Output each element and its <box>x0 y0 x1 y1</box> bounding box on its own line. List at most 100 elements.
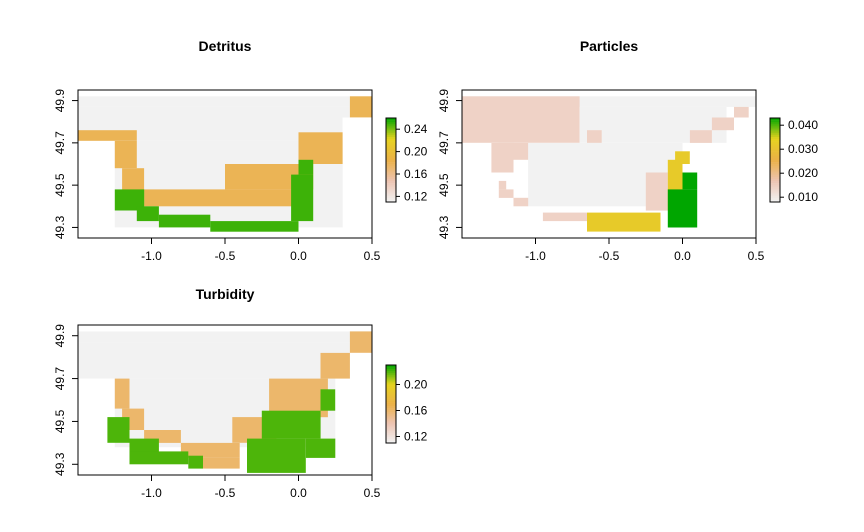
y-tick-label: 49.7 <box>53 131 67 155</box>
heatmap-cells <box>78 331 372 473</box>
heatmap-cell <box>114 140 137 169</box>
legend-swatch <box>386 197 396 201</box>
legend-swatch <box>770 193 780 196</box>
legend-swatch <box>386 425 396 428</box>
heatmap-cell <box>675 151 690 164</box>
legend-swatch <box>770 181 780 184</box>
legend-swatch <box>386 166 396 169</box>
legend-tick-label: 0.020 <box>788 166 818 180</box>
x-tick-label: -1.0 <box>141 249 162 263</box>
legend-tick-label: 0.16 <box>404 167 428 181</box>
heatmap-cell <box>114 189 145 211</box>
legend-swatch <box>386 128 396 131</box>
heatmap-cell <box>129 451 189 465</box>
legend-swatch <box>770 122 780 125</box>
x-tick-label: 0.5 <box>364 486 381 500</box>
legend-swatch <box>386 151 396 154</box>
legend-swatch <box>770 172 780 175</box>
heatmap-cell <box>513 197 529 207</box>
legend-swatch <box>386 411 396 415</box>
legend-tick-label: 0.24 <box>404 122 428 136</box>
legend-swatch <box>386 143 396 146</box>
x-tick-label: -0.5 <box>215 249 236 263</box>
legend-swatch <box>386 366 396 370</box>
legend-swatch <box>770 166 780 169</box>
x-tick-label: 0.0 <box>290 249 307 263</box>
heatmap-cell <box>305 438 336 458</box>
legend-tick-label: 0.040 <box>788 118 818 132</box>
heatmap-cell <box>462 96 756 107</box>
legend-swatch <box>770 124 780 127</box>
legend-swatch <box>386 386 396 389</box>
legend-swatch <box>770 134 780 138</box>
legend-swatch <box>770 174 780 178</box>
legend-swatch <box>386 124 396 127</box>
legend-swatch <box>386 199 396 203</box>
legend-tick-label: 0.030 <box>788 142 818 156</box>
legend-swatch <box>386 122 396 125</box>
legend-swatch <box>386 394 396 397</box>
legend-swatch <box>386 172 396 175</box>
legend-swatch <box>386 421 396 424</box>
legend-swatch <box>386 170 396 173</box>
legend-tick-label: 0.010 <box>788 190 818 204</box>
y-tick-label: 49.5 <box>53 173 67 197</box>
legend-swatch <box>386 441 396 444</box>
legend-swatch <box>770 168 780 171</box>
legend-swatch <box>386 136 396 140</box>
legend-swatch <box>386 405 396 409</box>
y-tick-label: 49.9 <box>53 324 67 348</box>
legend-swatch <box>386 183 396 186</box>
legend-swatch <box>770 128 780 131</box>
legend-swatch <box>386 139 396 142</box>
legend-swatch <box>386 178 396 182</box>
y-tick-label: 49.5 <box>437 173 451 197</box>
heatmap-cell <box>107 417 130 443</box>
heatmap-cell <box>158 214 211 228</box>
legend-swatch <box>386 187 396 190</box>
y-tick-label: 49.3 <box>53 215 67 239</box>
legend-swatch <box>386 141 396 144</box>
heatmap-cell <box>298 159 314 175</box>
heatmap-cell <box>78 130 137 141</box>
legend-swatch <box>386 134 396 138</box>
x-tick-label: 0.0 <box>290 486 307 500</box>
heatmap-cell <box>247 438 306 473</box>
heatmap-cell <box>349 96 372 118</box>
legend-swatch <box>386 390 396 393</box>
legend-swatch <box>386 404 396 407</box>
legend-swatch <box>386 380 396 383</box>
legend-swatch <box>386 181 396 184</box>
legend-swatch <box>386 419 396 422</box>
legend-swatch <box>770 191 780 194</box>
y-tick-label: 49.9 <box>437 89 451 113</box>
heatmap-cell <box>78 96 372 107</box>
legend-swatch <box>770 176 780 180</box>
legend-swatch <box>770 187 780 190</box>
legend-swatch <box>386 431 396 434</box>
heatmap-cell <box>667 189 698 228</box>
legend-swatch <box>770 120 780 123</box>
legend-swatch <box>386 162 396 165</box>
legend-swatch <box>386 409 396 413</box>
legend-colorbar: 0.12 0.16 0.20 0.24 <box>385 117 428 203</box>
legend-swatch <box>770 155 780 159</box>
legend-tick-label: 0.12 <box>404 430 428 444</box>
heatmap-cell <box>587 130 602 143</box>
legend-swatch <box>386 147 396 150</box>
legend-swatch <box>770 118 780 121</box>
y-tick-label: 49.3 <box>53 452 67 476</box>
legend-swatch <box>386 365 396 368</box>
legend-swatch <box>386 155 396 159</box>
legend-swatch <box>386 168 396 171</box>
legend-swatch <box>386 132 396 136</box>
legend-swatch <box>386 384 396 387</box>
chart-title: Detritus <box>199 38 252 54</box>
x-tick-label: -0.5 <box>599 249 620 263</box>
legend-frame <box>385 364 397 444</box>
heatmap-cell <box>645 172 668 211</box>
x-tick-label: -1.0 <box>141 486 162 500</box>
legend-colorbar: 0.12 0.16 0.20 <box>385 364 428 444</box>
legend-swatch <box>386 153 396 157</box>
